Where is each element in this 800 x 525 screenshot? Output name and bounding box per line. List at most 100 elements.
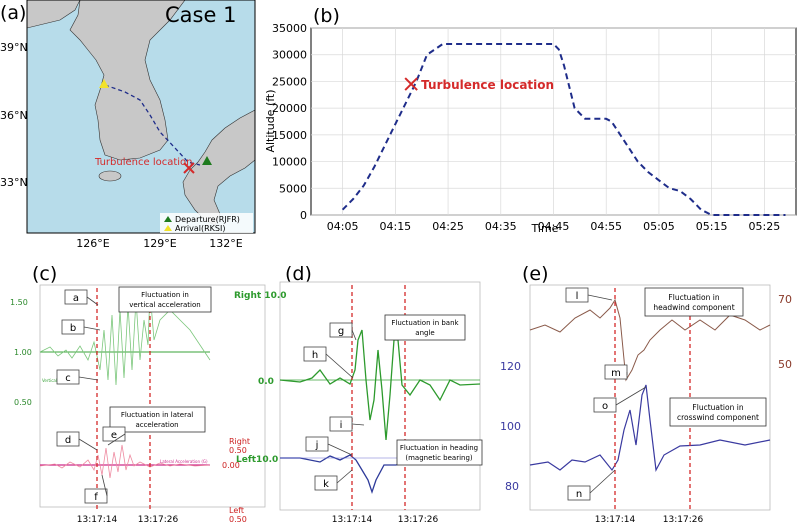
annotation-line-2: headwind component [653, 303, 734, 312]
c-annotation-lateral: Fluctuation in lateral acceleration [121, 411, 193, 429]
altitude-y-tick-label: 15000 [272, 129, 307, 142]
headwind-trace [529, 298, 771, 382]
callout-letter: j [315, 440, 319, 451]
panel-c-acceleration: (c) 1.50 1.00 0.50 Right 0.50 0.00 Left … [10, 263, 266, 525]
panel-b-label: (b) [313, 5, 340, 27]
c-ytick-100: 1.00 [14, 348, 32, 357]
panel-c-label: (c) [32, 263, 57, 285]
altitude-x-tick-label: 04:05 [327, 220, 359, 233]
altitude-y-tick-label: 25000 [272, 75, 307, 88]
altitude-series-line [341, 43, 786, 216]
e-annotation-headwind: Fluctuation in headwind component [653, 293, 734, 312]
crosswind-trace [529, 384, 771, 472]
d-ytick-zero: 0.0 [258, 377, 274, 387]
panel-d-label: (d) [285, 263, 312, 285]
d-ytick-left: Left10.0 [236, 455, 278, 465]
c-left-050: 0.50 [229, 515, 247, 524]
triangle-icon [164, 216, 172, 222]
e-ytick-50: 50 [778, 358, 792, 371]
altitude-y-tick-label: 5000 [279, 182, 307, 195]
callout-letter: k [323, 479, 329, 490]
panel-e-label: (e) [522, 263, 549, 285]
e-ytick-70: 70 [778, 293, 792, 306]
c-right-label: Right [229, 437, 250, 446]
panel-a-label: (a) [0, 2, 26, 24]
map-arrival-marker [99, 79, 109, 88]
d-time-1: 13:17:14 [332, 515, 373, 525]
callout-g: g [329, 322, 357, 341]
lateral-acceleration-trace [39, 444, 211, 479]
altitude-x-tick-label: 04:45 [538, 220, 570, 233]
callout-c: c [56, 369, 99, 385]
altitude-y-tick-label: 0 [300, 209, 307, 222]
callout-f: f [84, 474, 108, 504]
callout-letter: m [611, 368, 621, 379]
callout-letter: a [73, 293, 79, 304]
e-ytick-100: 100 [500, 420, 521, 433]
callout-letter: b [70, 323, 76, 334]
map-land-jeju [98, 170, 122, 182]
c-annotation-vertical-box [118, 286, 212, 313]
d-ytick-right: Right 10.0 [234, 291, 287, 301]
c-left-label: Left [229, 506, 244, 515]
e-time-2: 13:17:26 [663, 515, 704, 525]
d-annotation-bank-box [384, 314, 466, 341]
altitude-y-tick-label: 10000 [272, 156, 307, 169]
triangle-icon [164, 225, 172, 231]
callout-letter: e [111, 430, 117, 441]
e-ytick-80: 80 [505, 480, 519, 493]
annotation-line-2: crosswind component [677, 413, 759, 422]
altitude-x-tick-label: 04:25 [432, 220, 464, 233]
callout-o: o [593, 386, 647, 413]
altitude-y-label: Altitude (ft) [264, 89, 277, 152]
callout-letter: d [65, 435, 71, 446]
e-annotation-crosswind-box [669, 397, 767, 427]
map-turbulence-label: Turbulence location [94, 157, 193, 168]
altitude-x-ticks: 04:05 04:15 04:25 04:35 04:45 04:55 05:05 05:15… [327, 220, 780, 233]
panel-b-altitude-chart: (b) 05000100001500020000250003000035000 … [264, 5, 797, 235]
bank-angle-trace [279, 329, 481, 441]
callout-letter: l [576, 291, 579, 302]
map-legend: Departure(RJFR) Arrival(RKSI) [160, 213, 253, 233]
c-annotation-vertical: Fluctuation in vertical acceleration [129, 291, 200, 309]
d-annotation-heading-box [396, 439, 483, 466]
lat-label-36: 36°N [0, 109, 28, 122]
callout-l: l [565, 287, 613, 303]
lat-label-33: 33°N [0, 176, 28, 189]
c-ytick-150: 1.50 [10, 298, 28, 307]
callout-i: i [329, 416, 365, 432]
e-time-1: 13:17:14 [595, 515, 636, 525]
altitude-x-tick-label: 04:55 [590, 220, 622, 233]
altitude-x-tick-label: 05:05 [643, 220, 675, 233]
c-zero: 0.00 [222, 461, 240, 470]
callout-d: d [56, 431, 98, 451]
callout-k: k [314, 469, 353, 491]
c-ytick-050: 0.50 [14, 398, 32, 407]
callout-h: h [303, 346, 354, 379]
e-ytick-120: 120 [500, 360, 521, 373]
callout-letter: f [94, 492, 98, 503]
callout-letter: n [576, 489, 582, 500]
c-time-2: 13:17:26 [138, 515, 179, 525]
lon-label-132: 132°E [209, 237, 242, 250]
c-right-050: 0.50 [229, 446, 247, 455]
altitude-x-tick-label: 05:15 [696, 220, 728, 233]
altitude-y-tick-label: 35000 [272, 22, 307, 35]
callout-letter: c [65, 373, 71, 384]
callout-letter: i [340, 420, 343, 431]
callout-n: n [567, 469, 616, 501]
annotation-line-2: vertical acceleration [129, 301, 200, 309]
d-annotation-heading: Fluctuation in heading (magnetic bearing) [400, 444, 478, 462]
turbulence-x-stroke [404, 77, 418, 91]
d-callouts: g h i j k [303, 322, 365, 491]
callout-m: m [604, 364, 628, 380]
legend-arrival: Arrival(RKSI) [175, 224, 225, 233]
e-callouts: l m n o [565, 287, 647, 501]
panel-e-frame [529, 284, 771, 511]
map-land-japan [182, 109, 256, 226]
annotation-line-2: acceleration [135, 421, 178, 429]
vertical-acceleration-trace [39, 291, 211, 386]
annotation-line-2: (magnetic bearing) [405, 454, 473, 462]
callout-letter: o [602, 401, 608, 412]
callout-b: b [61, 319, 101, 335]
